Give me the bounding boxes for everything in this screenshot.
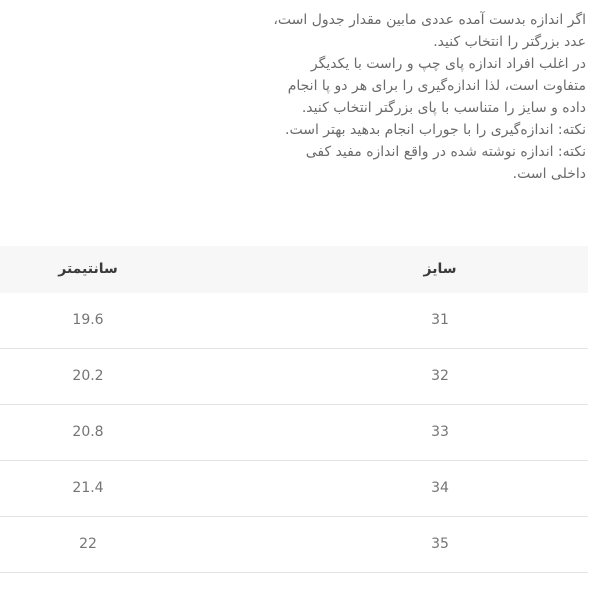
size-guide-instructions: اگر اندازه بدست آمده عددی مابین مقدار جد… bbox=[226, 9, 586, 185]
size-table: سانتیمتر سایز 19.6 31 20.2 32 20.8 33 21… bbox=[0, 246, 588, 573]
instruction-line: عدد بزرگتر را انتخاب کنید. bbox=[433, 34, 586, 50]
table-row: 20.8 33 bbox=[0, 405, 588, 461]
table-row: 20.2 32 bbox=[0, 349, 588, 405]
cell-size-value: 31 bbox=[431, 312, 449, 328]
cell-size-value: 33 bbox=[431, 424, 449, 440]
cell-centimeter-value: 22 bbox=[79, 536, 97, 552]
instruction-line: داخلی است. bbox=[512, 166, 586, 182]
size-table-header-row: سانتیمتر سایز bbox=[0, 246, 588, 293]
instruction-line: نکته: اندازه نوشته شده در واقع اندازه مف… bbox=[305, 144, 586, 160]
cell-size-value: 35 bbox=[431, 536, 449, 552]
cell-centimeter-value: 20.2 bbox=[72, 368, 104, 384]
instruction-line: اگر اندازه بدست آمده عددی مابین مقدار جد… bbox=[273, 12, 586, 28]
size-table-body: 19.6 31 20.2 32 20.8 33 21.4 34 22 35 bbox=[0, 293, 588, 573]
cell-centimeter-value: 21.4 bbox=[72, 480, 104, 496]
instruction-line: در اغلب افراد اندازه پای چپ و راست با یک… bbox=[310, 56, 586, 72]
cell-centimeter-value: 19.6 bbox=[72, 312, 104, 328]
table-row: 19.6 31 bbox=[0, 293, 588, 349]
size-table-header-cm: سانتیمتر bbox=[58, 261, 118, 277]
instruction-line: نکته: اندازه‌گیری را با جوراب انجام بدهی… bbox=[285, 122, 586, 138]
table-row: 21.4 34 bbox=[0, 461, 588, 517]
instruction-line: متفاوت است، لذا اندازه‌گیری را برای هر د… bbox=[287, 78, 586, 94]
size-table-header-size: سایز bbox=[423, 261, 457, 277]
table-row: 22 35 bbox=[0, 517, 588, 573]
cell-size-value: 32 bbox=[431, 368, 449, 384]
instruction-line: داده و سایز را متناسب با پای بزرگتر انتخ… bbox=[301, 100, 586, 116]
cell-centimeter-value: 20.8 bbox=[72, 424, 104, 440]
cell-size-value: 34 bbox=[431, 480, 449, 496]
